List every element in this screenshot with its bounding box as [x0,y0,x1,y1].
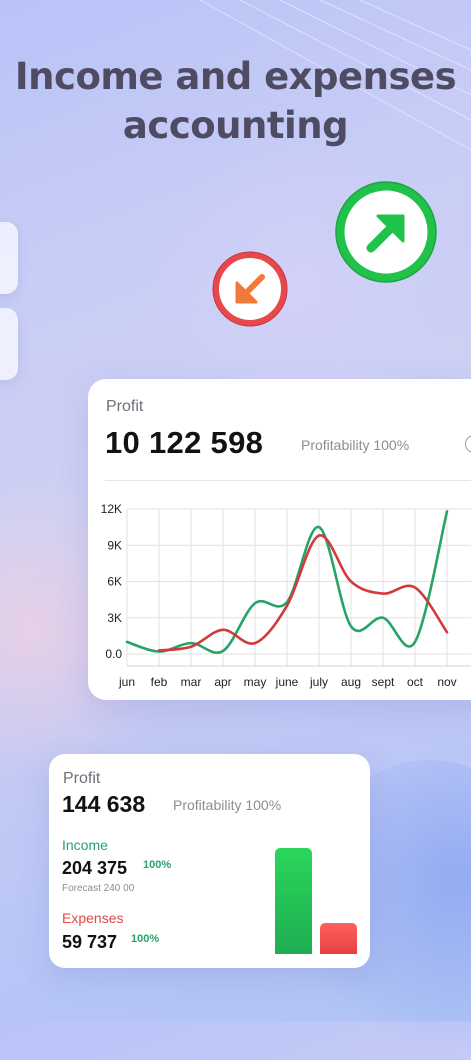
x-tick-label: mar [181,675,202,689]
profit-line-chart: 12K 9K 6K 3K 0.0 jun feb mar apr may june july aug se… [101,502,471,689]
headline-line-2: accounting [122,104,349,147]
x-tick-label: nov [437,675,456,689]
income-forecast: Forecast 240 00 [62,883,135,894]
x-tick-label: aug [341,675,361,689]
y-tick-label: 12K [101,502,122,516]
summary-profit-value: 144 638 [62,791,146,817]
income-label: Income [62,837,108,853]
expenses-bar [320,923,357,954]
summary-profit-label: Profit [63,770,101,787]
x-tick-label: may [244,675,267,689]
x-tick-label: sept [372,675,395,689]
y-tick-label: 3K [107,611,122,625]
side-card-1 [0,222,18,294]
series-line-red [157,534,449,652]
expenses-percent: 100% [131,933,160,945]
x-tick-label: oct [407,675,424,689]
expenses-value: 59 737 [62,932,118,952]
profitability-text: Profitability 100% [301,437,410,453]
arrow-down-left-icon [212,251,288,327]
x-tick-label: apr [214,675,231,689]
income-bar [275,848,312,954]
summary-card: Profit 144 638 Profitability 100% Income… [49,754,370,968]
income-percent: 100% [143,859,172,871]
income-value: 204 375 [62,858,128,878]
y-tick-label: 6K [107,575,122,589]
page-headline: Income and expenses accounting [0,52,471,150]
x-tick-label: jun [118,675,135,689]
x-tick-label: july [309,675,328,689]
x-tick-label: feb [151,675,168,689]
profit-chart-card: Profit 10 122 598 Profitability 100% 12K… [88,379,471,700]
profit-label: Profit [106,398,144,415]
profit-value: 10 122 598 [105,425,264,460]
arrow-up-right-icon [335,181,437,283]
headline-line-1: Income and expenses [14,55,457,98]
decorative-lines [199,0,471,151]
y-tick-label: 9K [107,538,122,552]
divider [105,480,471,481]
series-line-green [125,510,449,654]
expenses-label: Expenses [62,910,124,926]
side-card-2 [0,308,18,380]
y-tick-label: 0.0 [105,647,122,661]
x-tick-label: june [275,675,299,689]
summary-profitability: Profitability 100% [173,797,282,813]
